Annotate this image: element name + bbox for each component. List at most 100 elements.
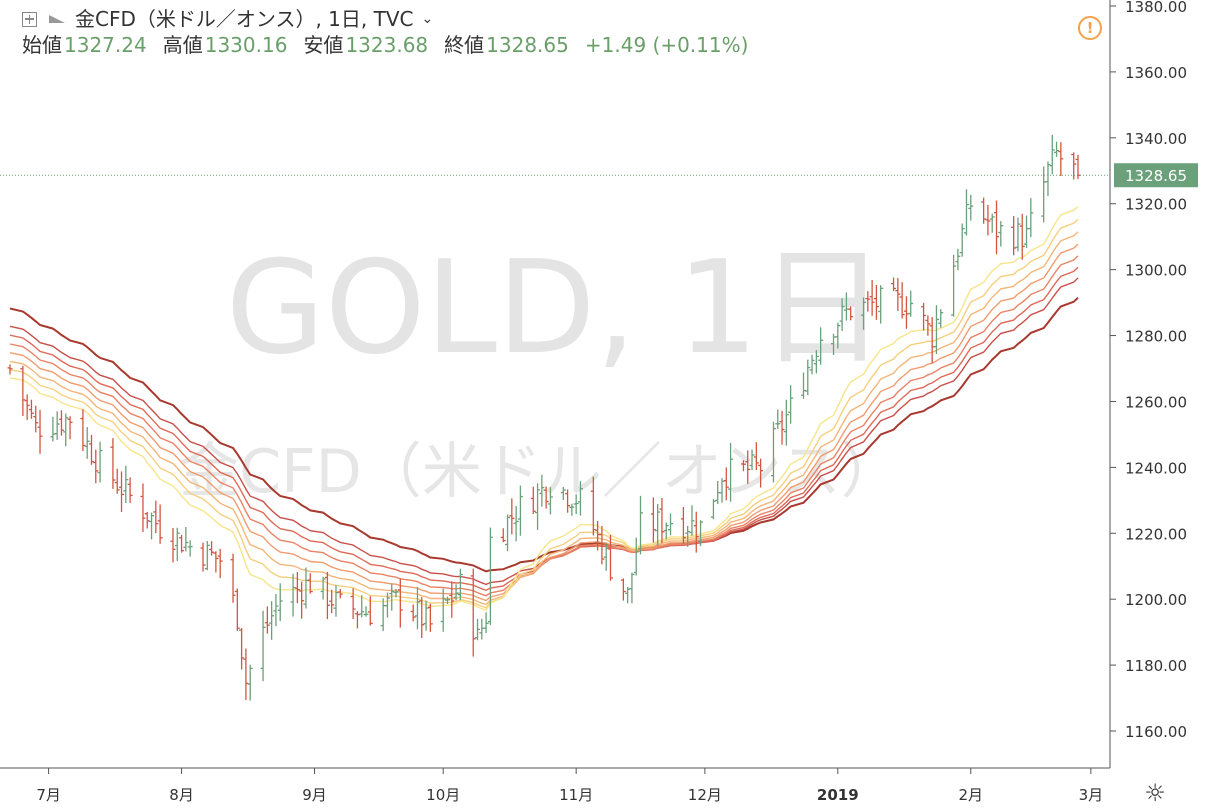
y-tick-label: 1360.00 <box>1125 64 1187 82</box>
ohlc-bar <box>183 526 189 552</box>
ohlc-bar <box>869 280 875 316</box>
ohlc-bar <box>204 541 210 571</box>
y-tick-label: 1300.00 <box>1125 262 1187 280</box>
y-tick-label: 1180.00 <box>1125 657 1187 675</box>
ohlc-bar <box>20 365 26 416</box>
ohlc-bar <box>427 603 433 632</box>
ohlc-bar <box>728 442 734 502</box>
ohlc-bar <box>209 541 215 556</box>
alert-icon[interactable]: ! <box>1078 16 1102 40</box>
ohlc-bar <box>573 494 579 515</box>
x-tick-label: 2月 <box>958 786 983 804</box>
ohlc-bar <box>938 309 944 328</box>
ohlc-bar <box>88 434 94 465</box>
ohlc-bar <box>63 413 69 447</box>
ohlc-bar <box>174 527 180 561</box>
close-value: 1328.65 <box>486 33 569 57</box>
moving-average-line-35 <box>9 243 1079 602</box>
ohlc-bar <box>200 542 206 572</box>
x-tick-label: 2019 <box>817 786 859 804</box>
ohlc-bar <box>217 548 223 579</box>
low-value: 1323.68 <box>345 33 429 57</box>
ohlc-bar <box>449 581 455 618</box>
watermark-title: GOLD, 1日 <box>226 234 887 383</box>
moving-average-line-25 <box>9 218 1079 609</box>
settings-gear-icon[interactable]: ☼ <box>1144 779 1166 807</box>
ohlc-bar <box>633 537 639 576</box>
ohlc-bar <box>921 302 927 331</box>
ohlc-bar <box>444 596 450 605</box>
ohlc-bar <box>873 284 879 320</box>
ohlc-bar <box>689 505 695 536</box>
ohlc-bar <box>389 583 395 611</box>
ohlc-bar <box>153 500 159 534</box>
ohlc-bar <box>547 487 553 515</box>
ohlc-bar <box>861 297 867 330</box>
ohlc-bar <box>607 534 613 581</box>
ohlc-bar <box>33 405 39 433</box>
ohlc-bar <box>908 290 914 317</box>
ohlc-bar <box>513 505 519 542</box>
moving-average-line-20 <box>9 206 1079 612</box>
ohlc-bar <box>745 450 751 484</box>
ohlc-bar <box>685 525 691 547</box>
y-tick-label: 1160.00 <box>1125 723 1187 741</box>
collapse-icon[interactable] <box>22 11 37 27</box>
moving-average-line-50 <box>9 277 1079 586</box>
ohlc-bar <box>968 194 974 221</box>
ohlc-bar <box>994 200 1000 255</box>
ohlc-bar <box>955 248 961 270</box>
symbol-title[interactable]: 金CFD（米ドル／オンス）, 1日, TVC <box>75 7 414 31</box>
chevron-down-icon[interactable]: ⌄ <box>421 11 434 27</box>
ohlc-bar <box>157 504 163 544</box>
ohlc-bar <box>230 553 236 603</box>
ohlc-bar <box>565 489 571 513</box>
y-tick-label: 1220.00 <box>1125 525 1187 543</box>
ohlc-bar <box>805 359 811 396</box>
ohlc-bar <box>54 411 60 440</box>
ohlc-row: 始値 1327.24 高値 1330.16 安値 1323.68 終値 1328.65 … <box>22 32 762 58</box>
ohlc-bar <box>959 223 965 257</box>
close-label: 終値 <box>444 33 485 57</box>
x-tick-label: 7月 <box>36 786 61 804</box>
y-tick-label: 1260.00 <box>1125 393 1187 411</box>
ohlc-bar <box>779 410 785 445</box>
ohlc-bar <box>277 583 283 622</box>
ohlc-bar <box>933 305 939 355</box>
ohlc-bar <box>487 527 493 625</box>
ohlc-bar <box>629 572 635 604</box>
ohlc-bar <box>93 449 99 484</box>
ohlc-bar <box>500 528 506 543</box>
ohlc-bar <box>650 497 656 543</box>
ohlc-bar <box>260 610 266 682</box>
ohlc-bar <box>599 526 605 565</box>
ohlc-bar <box>170 527 176 563</box>
open-value: 1327.24 <box>64 33 147 57</box>
ohlc-bar <box>981 197 987 224</box>
ohlc-bar <box>273 593 279 627</box>
x-tick-label: 9月 <box>302 786 327 804</box>
ohlc-bar <box>410 604 416 622</box>
ohlc-bar <box>294 571 300 604</box>
ohlc-bar <box>620 578 626 601</box>
y-tick-label: 1200.00 <box>1125 591 1187 609</box>
ohlc-bar <box>659 498 665 544</box>
ohlc-bar <box>505 514 511 552</box>
ohlc-bar <box>899 282 905 319</box>
ohlc-bar <box>925 315 931 336</box>
open-label: 始値 <box>22 33 62 57</box>
ohlc-bar <box>359 595 365 618</box>
last-price-label: 1328.65 <box>1125 167 1187 185</box>
ohlc-bar <box>28 399 34 419</box>
ohlc-bar <box>324 571 330 620</box>
ohlc-bar <box>865 291 871 312</box>
ohlc-bar <box>320 576 326 600</box>
ohlc-bar <box>775 409 781 429</box>
legend-title-row: 金CFD（米ドル／オンス）, 1日, TVC ⌄ <box>22 6 762 32</box>
y-tick-label: 1340.00 <box>1125 130 1187 148</box>
low-label: 安値 <box>303 33 344 57</box>
ohlc-bar <box>535 483 541 530</box>
